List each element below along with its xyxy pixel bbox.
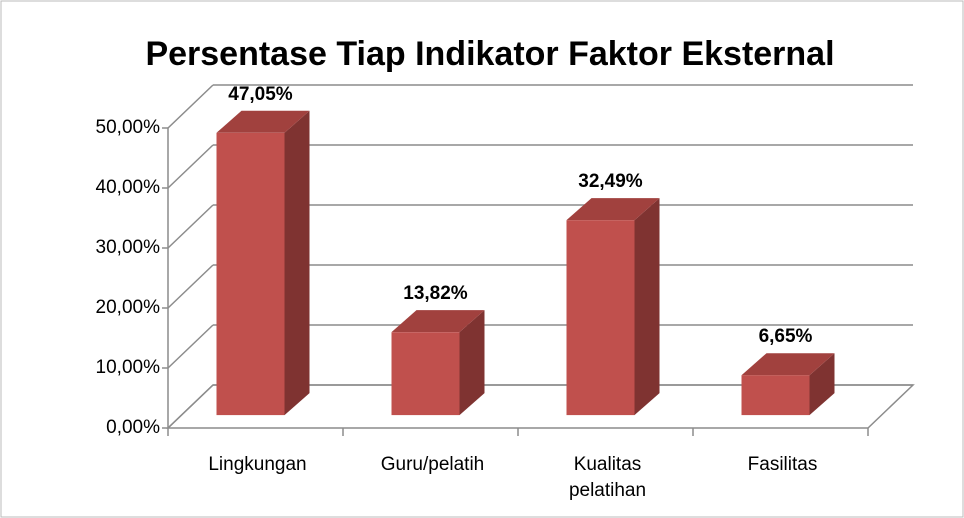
bar-side xyxy=(809,353,835,416)
x-tick-label: Kualitas pelatihan xyxy=(568,454,647,501)
y-tick-label: 40,00% xyxy=(96,177,161,198)
data-label: 47,05% xyxy=(228,84,293,105)
data-label: 6,65% xyxy=(759,326,813,347)
grid-line xyxy=(167,384,214,429)
x-tick-label: Lingkungan xyxy=(208,454,307,475)
bar-side xyxy=(284,110,310,416)
bar xyxy=(741,375,810,416)
bar-side xyxy=(634,198,660,416)
bar-top xyxy=(391,310,485,333)
bar-top xyxy=(566,198,660,221)
chart-title: Persentase Tiap Indikator Faktor Ekstern… xyxy=(145,35,834,73)
grid-line xyxy=(167,144,214,189)
data-label: 32,49% xyxy=(578,171,643,192)
bar-top xyxy=(741,353,835,376)
bar-side xyxy=(459,310,485,416)
bar xyxy=(216,132,285,416)
x-tick-label: Guru/pelatih xyxy=(380,454,485,475)
bar xyxy=(391,332,460,416)
grid-line xyxy=(167,324,214,369)
grid-line xyxy=(167,84,214,129)
bar xyxy=(566,220,635,416)
bar-top xyxy=(216,110,310,133)
y-tick-label: 20,00% xyxy=(96,297,161,318)
y-tick-label: 50,00% xyxy=(96,117,161,138)
y-tick-label: 30,00% xyxy=(96,237,161,258)
grid-line xyxy=(167,204,214,249)
y-tick-label: 10,00% xyxy=(96,357,161,378)
y-tick-label: 0,00% xyxy=(106,417,160,438)
data-label: 13,82% xyxy=(403,283,468,304)
grid-line xyxy=(167,264,214,309)
x-tick-label: Fasilitas xyxy=(747,454,818,475)
